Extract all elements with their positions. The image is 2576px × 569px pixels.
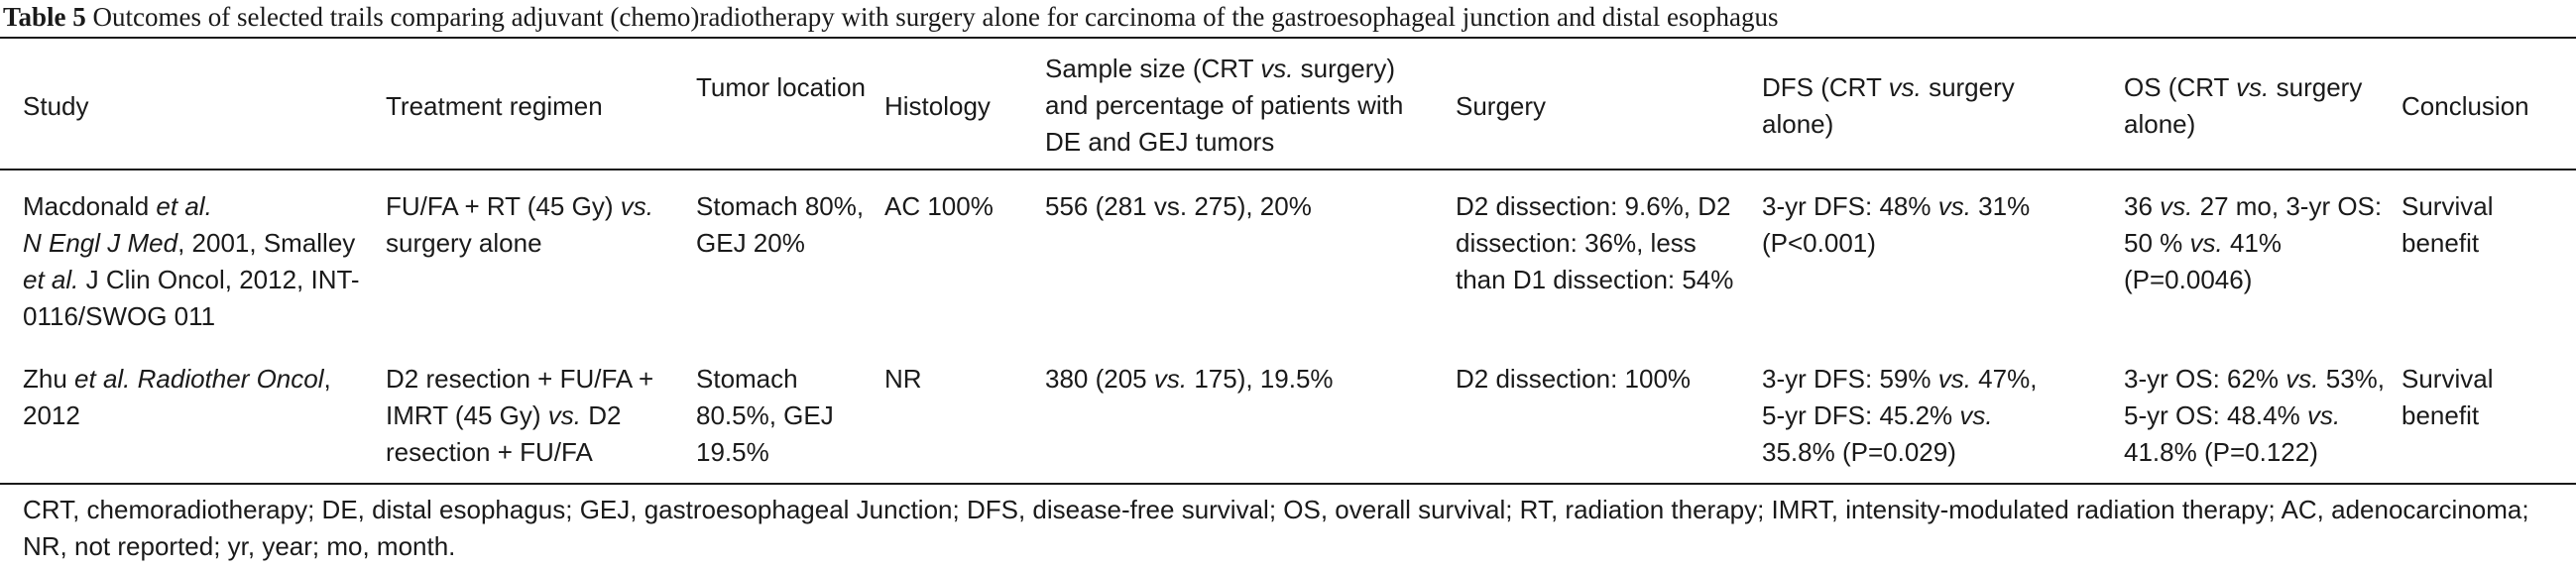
header-rule bbox=[0, 169, 2576, 171]
header-treatment-regimen: Treatment regimen bbox=[386, 91, 603, 121]
header-tumor-location: Tumor location bbox=[696, 72, 866, 102]
row1-tumor-location: Stomach 80%, GEJ 20% bbox=[696, 191, 865, 258]
header-study: Study bbox=[23, 91, 89, 121]
row2-os: 3-yr OS: 62% vs. 53%, 5-yr OS: 48.4% vs.… bbox=[2124, 364, 2386, 467]
row2-dfs: 3-yr DFS: 59% vs. 47%, 5-yr DFS: 45.2% v… bbox=[1762, 364, 2038, 467]
row2-tumor-location: Stomach 80.5%, GEJ 19.5% bbox=[696, 364, 834, 467]
header-os: OS (CRT vs. surgery alone) bbox=[2124, 72, 2363, 139]
top-rule bbox=[0, 37, 2576, 39]
row1-treatment-regimen: FU/FA + RT (45 Gy) vs. surgery alone bbox=[386, 191, 653, 258]
row2-study: Zhu et al. Radiother Oncol, 2012 bbox=[23, 364, 331, 430]
row2-conclusion: Survival benefit bbox=[2401, 364, 2494, 430]
row2-treatment-regimen: D2 resection + FU/FA + IMRT (45 Gy) vs. … bbox=[386, 364, 654, 467]
row2-histology: NR bbox=[884, 364, 922, 394]
table-footnote: CRT, chemoradiotherapy; DE, distal esoph… bbox=[23, 495, 2529, 561]
bottom-rule bbox=[0, 483, 2576, 485]
header-histology: Histology bbox=[884, 91, 991, 121]
table-caption-label: Table 5 bbox=[3, 2, 86, 32]
row1-histology: AC 100% bbox=[884, 191, 994, 221]
row2-surgery: D2 dissection: 100% bbox=[1456, 364, 1692, 394]
row1-study: Macdonald et al. N Engl J Med, 2001, Smal… bbox=[23, 191, 360, 331]
row2-sample-size: 380 (205 vs. 175), 19.5% bbox=[1045, 364, 1334, 394]
row1-dfs: 3-yr DFS: 48% vs. 31% (P<0.001) bbox=[1762, 191, 2031, 258]
header-sample-size: Sample size (CRT vs. surgery) and percen… bbox=[1045, 54, 1404, 157]
table-caption-text: Outcomes of selected trails comparing ad… bbox=[92, 2, 1779, 32]
header-surgery: Surgery bbox=[1456, 91, 1547, 121]
header-dfs: DFS (CRT vs. surgery alone) bbox=[1762, 72, 2015, 139]
row1-conclusion: Survival benefit bbox=[2401, 191, 2494, 258]
row1-surgery: D2 dissection: 9.6%, D2 dissection: 36%,… bbox=[1456, 191, 1734, 294]
header-conclusion: Conclusion bbox=[2401, 91, 2529, 121]
row1-os: 36 vs. 27 mo, 3-yr OS: 50 % vs. 41% (P=0… bbox=[2124, 191, 2383, 294]
table-caption: Table 5 Outcomes of selected trails comp… bbox=[3, 2, 1779, 32]
row1-sample-size: 556 (281 vs. 275), 20% bbox=[1045, 191, 1312, 221]
